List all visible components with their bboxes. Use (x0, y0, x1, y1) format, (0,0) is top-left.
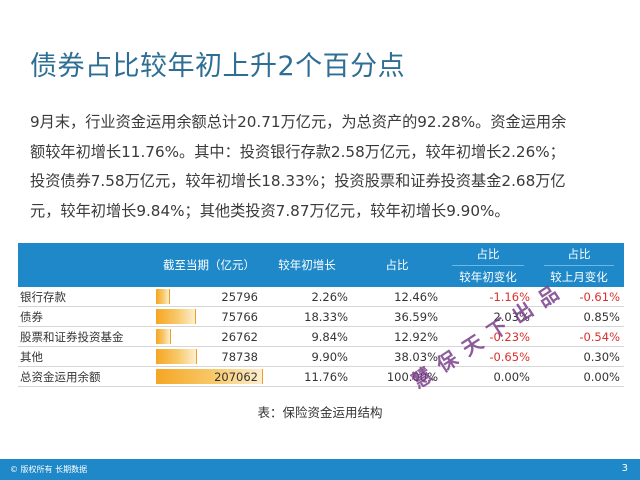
table-row: 股票和证券投资基金 26762 9.84% 12.92% -0.23% -0.54% (18, 326, 624, 347)
row-share-change-mom: -0.61% (534, 287, 624, 307)
table-caption: 表：保险资金运用结构 (257, 405, 383, 420)
table-header-row: 截至当期（亿元） 较年初增长 占比 占比 较年初变化 占比 较上月变化 (18, 243, 624, 287)
table-row: 其他 78738 9.90% 38.03% -0.65% 0.30% (18, 346, 624, 367)
row-share: 12.46% (352, 287, 442, 307)
row-share-change-mom: 0.00% (534, 366, 624, 387)
row-amount: 207062 (156, 366, 263, 387)
header-growth: 较年初增长 (262, 243, 352, 287)
fund-allocation-table: 截至当期（亿元） 较年初增长 占比 占比 较年初变化 占比 较上月变化 银行存款… (18, 243, 624, 387)
summary-line: 元，较年初增长9.84%；其他类投资7.87万亿元，较年初增长9.90%。 (30, 201, 510, 220)
row-share: 38.03% (352, 346, 442, 367)
row-share-change-ytd: 0.00% (442, 366, 534, 387)
amount-bar (156, 349, 198, 364)
amount-value: 207062 (214, 369, 258, 384)
row-share: 36.59% (352, 306, 442, 327)
row-label: 其他 (18, 346, 156, 367)
row-growth: 9.90% (262, 346, 352, 367)
row-amount: 75766 (156, 306, 262, 327)
table-row: 银行存款 25796 2.26% 12.46% -1.16% -0.61% (18, 287, 624, 307)
summary-line: 9月末，行业资金运用余额总计20.71万亿元，为总资产的92.28%。资金运用余 (30, 113, 567, 131)
header-share: 占比 (352, 243, 442, 287)
header-share-change-ytd-bottom: 较年初变化 (459, 269, 517, 284)
amount-bar (156, 309, 196, 324)
header-share-change-mom: 占比 较上月变化 (534, 243, 624, 287)
table-row: 债券 75766 18.33% 36.59% 2.03% 0.85% (18, 306, 624, 327)
amount-bar (156, 329, 171, 344)
row-share-change-mom: 0.85% (534, 306, 624, 327)
row-share: 100.00% (352, 366, 442, 387)
row-amount: 25796 (156, 287, 262, 307)
row-amount: 26762 (156, 326, 262, 347)
header-share-change-ytd-top: 占比 (452, 245, 524, 266)
header-amount: 截至当期（亿元） (156, 243, 262, 287)
amount-value: 78738 (221, 349, 258, 364)
row-growth: 18.33% (262, 306, 352, 327)
amount-bar (156, 369, 263, 384)
amount-value: 75766 (221, 309, 258, 324)
amount-value: 26762 (221, 329, 258, 344)
footer-bar: © 版权所有 长期数据 3 (0, 459, 640, 480)
row-label: 股票和证券投资基金 (18, 326, 156, 347)
table-row: 总资金运用余额 207062 11.76% 100.00% 0.00% 0.00% (18, 366, 624, 387)
row-share-change-ytd: -0.65% (442, 346, 534, 367)
row-label: 总资金运用余额 (18, 366, 156, 387)
row-share-change-ytd: 2.03% (442, 306, 534, 327)
row-share-change-ytd: -0.23% (442, 326, 534, 347)
row-growth: 2.26% (262, 287, 352, 307)
row-label: 债券 (18, 306, 156, 327)
page-number: 3 (621, 463, 628, 474)
row-growth: 11.76% (262, 366, 352, 387)
amount-value: 25796 (221, 289, 258, 304)
header-share-change-mom-top: 占比 (544, 245, 614, 266)
amount-bar (156, 289, 171, 304)
row-growth: 9.84% (262, 326, 352, 347)
summary-line: 投资债券7.58万亿元，较年初增长18.33%；投资股票和证券投资基金2.68万… (30, 172, 566, 190)
summary-paragraph: 9月末，行业资金运用余额总计20.71万亿元，为总资产的92.28%。资金运用余… (30, 108, 620, 226)
row-share-change-ytd: -1.16% (442, 287, 534, 307)
header-share-change-ytd: 占比 较年初变化 (442, 243, 534, 287)
row-share-change-mom: -0.54% (534, 326, 624, 347)
footer-copyright: © 版权所有 长期数据 (10, 465, 88, 474)
header-share-change-mom-bottom: 较上月变化 (550, 269, 608, 284)
row-label: 银行存款 (18, 287, 156, 307)
row-share-change-mom: 0.30% (534, 346, 624, 367)
summary-line: 额较年初增长11.76%。其中：投资银行存款2.58万亿元，较年初增长2.26%… (30, 142, 565, 161)
row-share: 12.92% (352, 326, 442, 347)
row-amount: 78738 (156, 346, 262, 367)
page-title: 债券占比较年初上升2个百分点 (30, 51, 406, 82)
header-label (18, 243, 156, 287)
